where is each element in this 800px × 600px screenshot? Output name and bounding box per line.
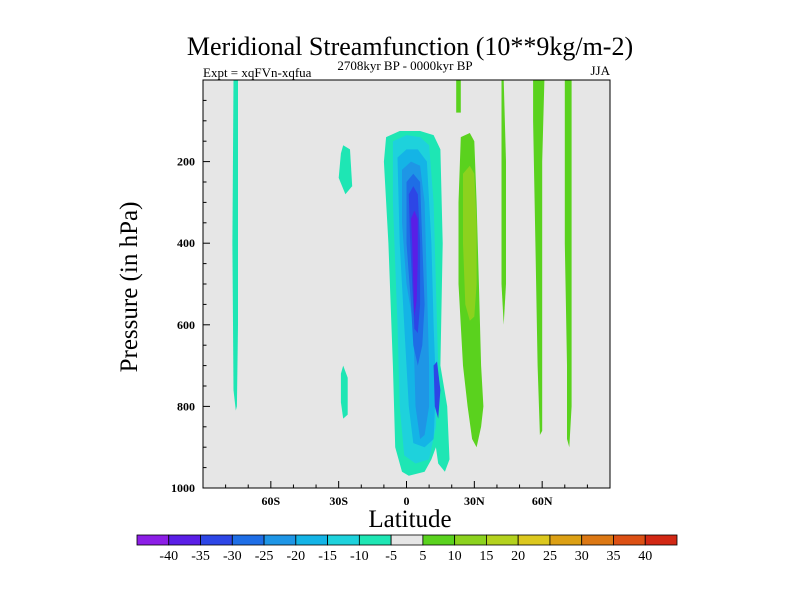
- y-tick-label: 400: [177, 236, 195, 250]
- colorbar-swatch: [454, 534, 487, 546]
- colorbar-label: -30: [223, 549, 242, 564]
- colorbar-label: 25: [543, 549, 557, 564]
- colorbar-swatch: [422, 534, 456, 546]
- x-tick-label: 0: [404, 494, 410, 508]
- contour-region-sh-high-lat-column: [232, 80, 238, 411]
- colorbar-swatch: [200, 534, 233, 546]
- colorbar-swatch: [168, 534, 201, 546]
- season-label: JJA: [590, 63, 610, 78]
- contour-regions: [232, 80, 572, 476]
- contour-region-nh-column-c: [564, 80, 572, 448]
- colorbar-label: 10: [448, 549, 462, 564]
- colorbar-swatch: [327, 534, 360, 546]
- colorbar-swatch: [549, 534, 583, 546]
- colorbar-swatch: [358, 534, 392, 546]
- colorbar-label: 30: [575, 549, 589, 564]
- colorbar-swatch: [644, 534, 678, 546]
- colorbar-label: -15: [318, 549, 337, 564]
- colorbar-swatch: [486, 534, 519, 546]
- contour-region-tropical-cell-core: [411, 210, 418, 317]
- colorbar-label: -40: [159, 549, 178, 564]
- chart-title: Meridional Streamfunction (10**9kg/m-2): [187, 32, 633, 61]
- colorbar-swatch: [263, 534, 297, 546]
- colorbar-swatch: [613, 534, 646, 546]
- y-tick-label: 800: [177, 399, 195, 413]
- y-tick-label: 200: [177, 155, 195, 169]
- y-axis-ticks: 200 400 600 800 1000: [171, 99, 210, 495]
- x-axis-ticks: 60S 30S 0 30N 60N: [225, 481, 588, 508]
- period-label: 2708kyr BP - 0000kyr BP: [337, 58, 472, 73]
- experiment-label: Expt = xqFVn-xqfua: [203, 65, 312, 80]
- colorbar-label: 35: [606, 549, 620, 564]
- contour-region-sh-lower-cell: [340, 365, 348, 419]
- y-axis-label: Pressure (in hPa): [116, 202, 143, 373]
- colorbar-label: -10: [350, 549, 369, 564]
- colorbar-label: 15: [479, 549, 493, 564]
- x-axis-label: Latitude: [368, 506, 451, 533]
- colorbar-label: 40: [638, 549, 652, 564]
- contour-region-nh-tropical-cell-inner: [463, 165, 477, 321]
- colorbar-label: -20: [286, 549, 305, 564]
- y-tick-label: 600: [177, 318, 195, 332]
- x-tick-label: 60N: [532, 494, 553, 508]
- x-tick-label: 30N: [464, 494, 485, 508]
- x-tick-label: 60S: [261, 494, 280, 508]
- contour-region-tropical-cell-nh-lower-lobe: [433, 361, 441, 419]
- contour-region-sh-upper-cell: [338, 145, 353, 195]
- contour-region-nh-mid-column: [501, 80, 506, 325]
- y-tick-label: 1000: [171, 481, 195, 495]
- colorbar-swatch: [390, 534, 424, 546]
- colorbar-swatch: [581, 534, 614, 546]
- colorbar-label: -25: [255, 549, 274, 564]
- colorbar-label: 20: [511, 549, 525, 564]
- colorbar-label: -5: [385, 549, 397, 564]
- contour-region-nh-upper-column-a: [456, 80, 461, 113]
- contour-region-nh-column-b: [533, 80, 545, 435]
- colorbar-label: -35: [191, 549, 210, 564]
- colorbar-swatch: [136, 534, 170, 546]
- colorbar-label: 5: [419, 549, 426, 564]
- colorbar-swatch: [517, 534, 551, 546]
- colorbar: -40 -35 -30 -25 -20 -15 -10 -5 5 10 15 20 25 30 35 40: [136, 534, 678, 564]
- colorbar-swatch: [295, 534, 328, 546]
- x-tick-label: 30S: [329, 494, 348, 508]
- colorbar-swatch: [231, 534, 265, 546]
